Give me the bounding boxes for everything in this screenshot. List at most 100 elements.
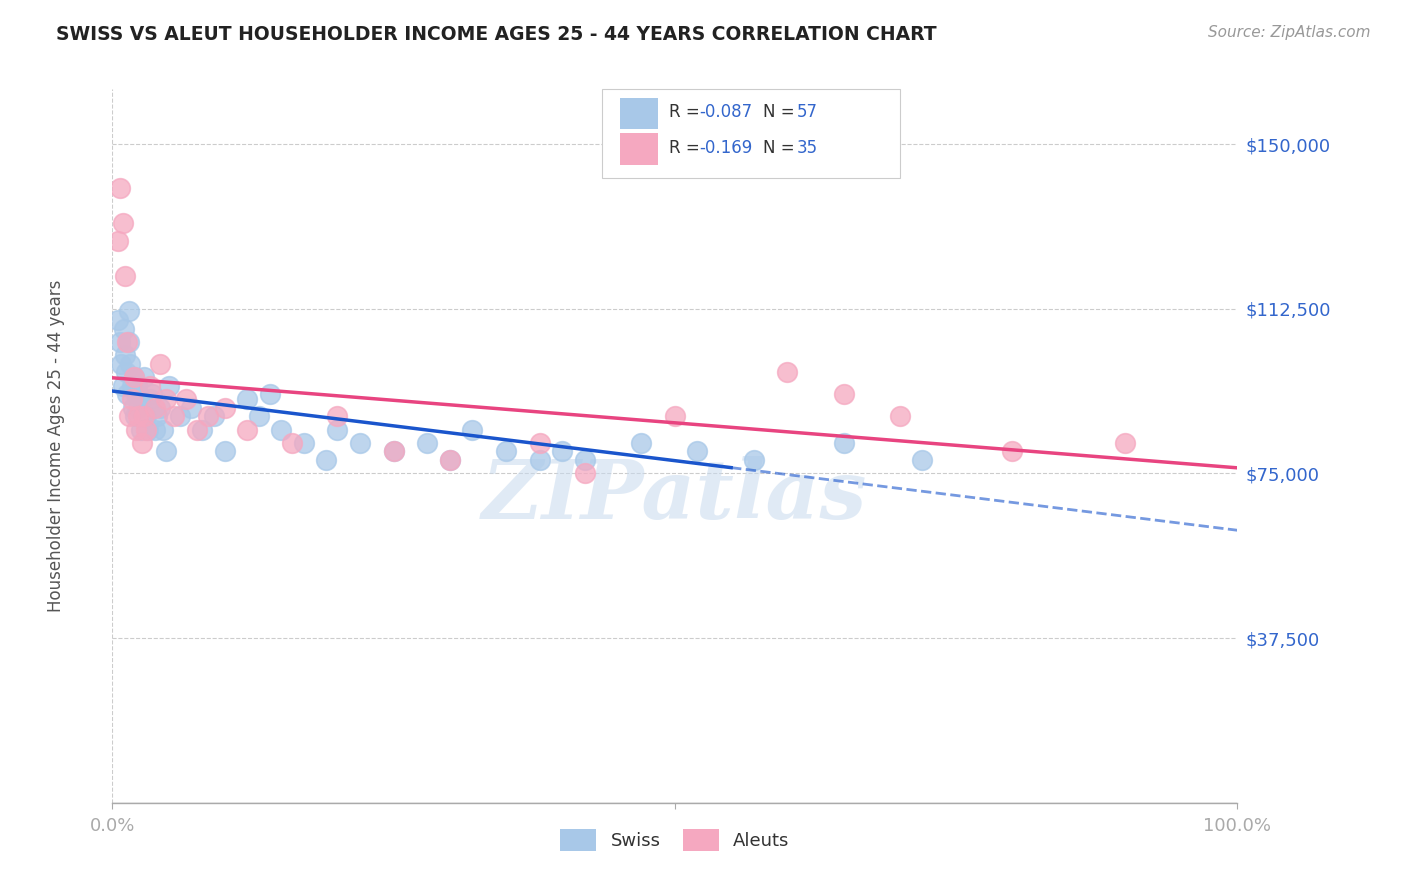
Point — [110, 357, 132, 371]
Point — [122, 369, 145, 384]
Point — [121, 401, 143, 415]
Point — [1114, 435, 1136, 450]
Point — [174, 392, 197, 406]
Point — [131, 435, 153, 450]
Point — [155, 392, 177, 406]
Point — [152, 423, 174, 437]
Point — [742, 453, 765, 467]
Point — [112, 321, 135, 335]
Point — [125, 423, 148, 437]
Point — [127, 401, 149, 415]
Point — [163, 409, 186, 424]
Point — [495, 444, 517, 458]
Point — [118, 334, 141, 349]
Point — [110, 334, 132, 349]
Text: N =: N = — [762, 139, 800, 157]
Text: -0.087: -0.087 — [700, 103, 752, 121]
Point — [292, 435, 315, 450]
Point — [132, 409, 155, 424]
Point — [551, 444, 574, 458]
Point — [135, 409, 157, 424]
Point — [155, 444, 177, 458]
Point — [118, 409, 141, 424]
Point — [259, 387, 281, 401]
Point — [326, 423, 349, 437]
Point — [186, 423, 208, 437]
Point — [832, 387, 855, 401]
Point — [191, 423, 214, 437]
FancyBboxPatch shape — [602, 89, 900, 178]
Point — [121, 392, 143, 406]
Point — [349, 435, 371, 450]
Point — [138, 423, 160, 437]
Point — [115, 366, 138, 380]
Point — [149, 401, 172, 415]
Point — [832, 435, 855, 450]
Point — [1001, 444, 1024, 458]
Point — [125, 387, 148, 401]
Point — [111, 216, 134, 230]
Point — [141, 387, 163, 401]
Point — [247, 409, 270, 424]
Point — [107, 234, 129, 248]
Text: N =: N = — [762, 103, 800, 121]
Point — [132, 369, 155, 384]
Point — [121, 378, 143, 392]
Point — [236, 392, 259, 406]
Point — [529, 435, 551, 450]
Point — [529, 453, 551, 467]
Point — [382, 444, 405, 458]
Text: Source: ZipAtlas.com: Source: ZipAtlas.com — [1208, 25, 1371, 40]
Text: SWISS VS ALEUT HOUSEHOLDER INCOME AGES 25 - 44 YEARS CORRELATION CHART: SWISS VS ALEUT HOUSEHOLDER INCOME AGES 2… — [56, 25, 936, 44]
FancyBboxPatch shape — [620, 98, 658, 129]
Point — [270, 423, 292, 437]
Point — [911, 453, 934, 467]
Point — [110, 181, 132, 195]
Point — [439, 453, 461, 467]
Text: -0.169: -0.169 — [700, 139, 752, 157]
Point — [889, 409, 911, 424]
Point — [138, 378, 160, 392]
Point — [416, 435, 439, 450]
Point — [120, 357, 142, 371]
Point — [214, 401, 236, 415]
Point — [686, 444, 709, 458]
Point — [157, 378, 180, 392]
Point — [143, 401, 166, 415]
Point — [114, 268, 136, 283]
Point — [281, 435, 304, 450]
Point — [124, 409, 146, 424]
Point — [574, 467, 596, 481]
Point — [131, 392, 153, 406]
Point — [574, 453, 596, 467]
Point — [214, 444, 236, 458]
Point — [111, 378, 134, 392]
Point — [315, 453, 337, 467]
Point — [127, 409, 149, 424]
Legend: Swiss, Aleuts: Swiss, Aleuts — [553, 822, 797, 858]
Point — [169, 409, 191, 424]
Point — [382, 444, 405, 458]
Point — [326, 409, 349, 424]
Point — [107, 312, 129, 326]
Point — [115, 334, 138, 349]
FancyBboxPatch shape — [620, 134, 658, 165]
Point — [127, 378, 149, 392]
Point — [135, 423, 157, 437]
Text: 35: 35 — [796, 139, 817, 157]
Text: R =: R = — [669, 103, 706, 121]
Point — [236, 423, 259, 437]
Point — [138, 392, 160, 406]
Point — [439, 453, 461, 467]
Text: ZIPatlas: ZIPatlas — [482, 456, 868, 536]
Point — [122, 369, 145, 384]
Point — [143, 423, 166, 437]
Point — [664, 409, 686, 424]
Point — [149, 357, 172, 371]
Point — [114, 348, 136, 362]
Point — [630, 435, 652, 450]
Point — [118, 304, 141, 318]
Point — [461, 423, 484, 437]
Text: Householder Income Ages 25 - 44 years: Householder Income Ages 25 - 44 years — [48, 280, 65, 612]
Text: R =: R = — [669, 139, 706, 157]
